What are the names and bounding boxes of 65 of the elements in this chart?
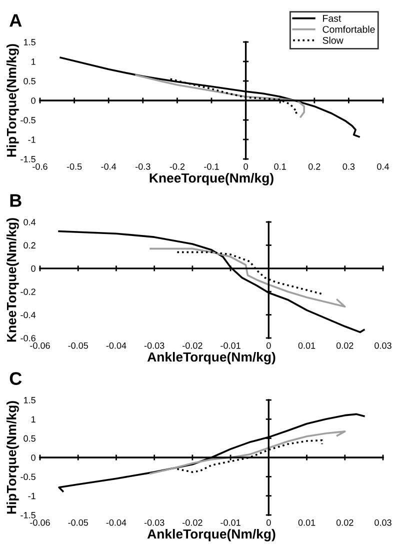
chart-title: B (10, 194, 22, 207)
x-tick-label: 0.4 (377, 163, 390, 170)
x-tick-label: 0.02 (336, 342, 354, 349)
x-tick-label: -0.1 (204, 163, 219, 170)
x-tick-label: -0.01 (220, 519, 240, 526)
legend-label: Fast (323, 15, 342, 22)
y-tick-label: -0.5 (20, 474, 36, 480)
y-tick-label: 0.5 (24, 435, 36, 442)
x-tick-label: 0.03 (374, 519, 392, 526)
legend-label: Slow (322, 36, 344, 44)
y-tick-label: -0.2 (20, 288, 36, 295)
x-tick-label: -0.04 (106, 342, 126, 349)
x-tick-label: -0.03 (144, 519, 164, 526)
legend-label: Comfortable (322, 26, 375, 33)
x-tick-label: -0.02 (182, 519, 202, 526)
x-tick-label: 0 (244, 163, 248, 170)
x-tick-label: -0.4 (101, 163, 116, 170)
x-tick-label: 0.2 (308, 163, 320, 170)
x-tick-label: -0.05 (68, 342, 88, 349)
y-axis-title: HipTorque(Nm/kg) (6, 401, 19, 514)
x-axis-title: AnkleTorque(Nm/kg) (147, 528, 276, 542)
x-axis-title: AnkleTorque(Nm/kg) (147, 352, 276, 364)
x-tick-label: -0.06 (30, 342, 50, 349)
y-tick-label: -1 (28, 492, 36, 500)
y-tick-label: 0.2 (24, 242, 36, 249)
x-axis-title: KneeTorque(Nm/kg) (150, 172, 274, 186)
x-tick-label: -0.06 (30, 519, 50, 526)
x-tick-label: -0.03 (144, 342, 164, 349)
x-tick-label: 0.1 (274, 163, 286, 170)
x-tick-label: 0.02 (336, 519, 354, 526)
line-series (135, 74, 306, 118)
y-tick-label: 1 (32, 58, 36, 65)
y-tick-label: -0.5 (20, 116, 36, 124)
y-axis-title: KneeTorque(Nm/kg) (6, 218, 19, 342)
y-tick-label: 1 (32, 416, 36, 422)
y-tick-label: 0 (31, 97, 36, 104)
y-tick-label: 0 (31, 265, 36, 272)
x-tick-label: -0.3 (136, 163, 150, 170)
y-tick-label: -1.5 (20, 156, 36, 162)
x-tick-label: 0.01 (298, 342, 316, 349)
x-tick-label: -0.02 (182, 342, 202, 349)
x-tick-label: 0 (266, 342, 271, 349)
x-tick-label: -0.01 (220, 342, 240, 349)
x-tick-label: -0.05 (68, 519, 88, 526)
y-tick-label: -1 (28, 136, 36, 143)
x-tick-label: -0.5 (66, 163, 82, 170)
line-series (150, 248, 346, 308)
y-tick-label: 1.5 (24, 397, 36, 404)
y-tick-label: 0.4 (24, 218, 36, 226)
chart-title: A (10, 14, 22, 27)
y-tick-label: 0 (31, 454, 36, 461)
x-tick-label: 0 (266, 519, 271, 526)
chart-title: C (10, 372, 22, 385)
x-tick-label: 0.01 (298, 519, 316, 526)
x-tick-label: -0.2 (170, 163, 185, 170)
y-tick-label: -0.6 (20, 334, 36, 342)
y-axis-title: HipTorque(Nm/kg) (6, 44, 19, 157)
y-tick-label: -1.5 (20, 512, 36, 518)
x-tick-label: 0.3 (342, 163, 355, 170)
x-tick-label: -0.04 (106, 519, 126, 526)
line-series (150, 430, 346, 475)
x-tick-label: 0.03 (374, 342, 392, 349)
y-tick-label: -0.4 (20, 312, 36, 318)
y-tick-label: 0.5 (24, 78, 36, 84)
y-tick-label: 1.5 (24, 39, 36, 46)
